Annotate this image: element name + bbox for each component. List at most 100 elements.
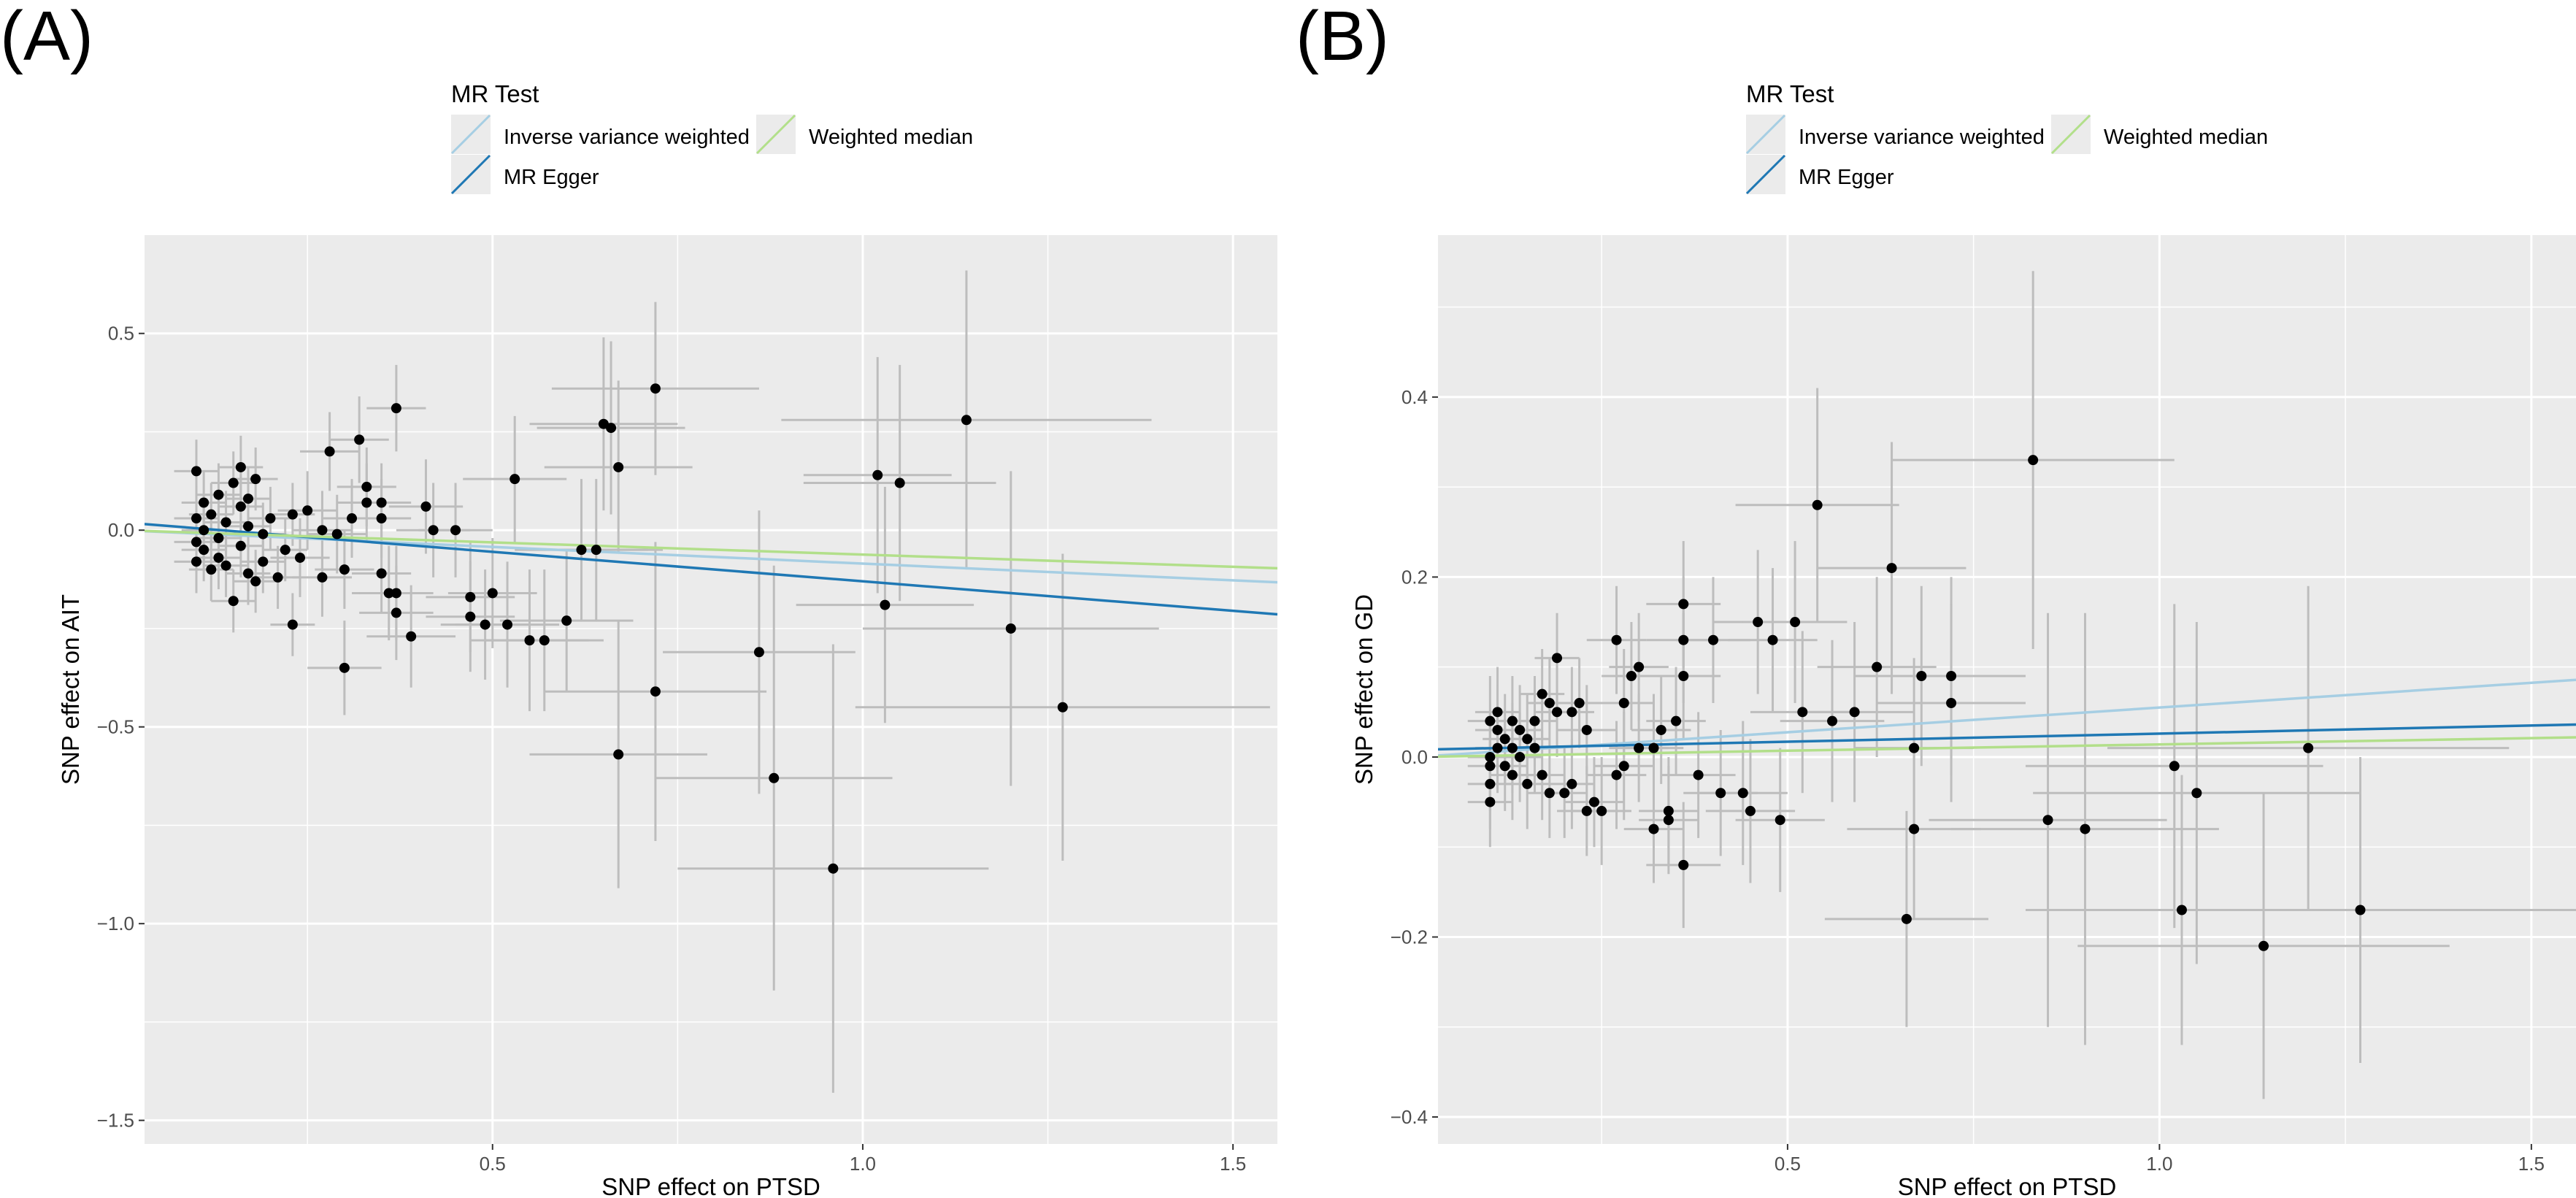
data-point: [1656, 724, 1666, 735]
data-point: [1522, 778, 1533, 789]
data-point: [272, 572, 283, 583]
data-point: [1485, 715, 1496, 726]
data-point: [2303, 742, 2314, 753]
data-point: [1537, 769, 1547, 780]
y-tick-label: −0.4: [1391, 1106, 1428, 1128]
data-point: [591, 545, 601, 556]
data-point: [1737, 788, 1748, 799]
data-point: [391, 403, 401, 414]
data-point: [302, 505, 313, 516]
legend-label-1: MR Egger: [1799, 166, 1894, 189]
y-axis-title: SNP effect on GD: [1350, 594, 1377, 785]
data-point: [1708, 634, 1719, 645]
data-point: [1634, 742, 1645, 753]
data-point: [1745, 805, 1756, 816]
data-point: [1566, 707, 1577, 718]
data-point: [1529, 715, 1540, 726]
data-point: [376, 568, 387, 579]
y-axis-title: SNP effect on AIT: [57, 594, 84, 785]
legend-label-2: Weighted median: [809, 126, 973, 149]
data-point: [561, 615, 572, 626]
plot-area: [145, 235, 1277, 1144]
data-point: [1663, 805, 1674, 816]
data-point: [465, 611, 476, 622]
chart-panel-0: (A) MR Test Inverse variance weighted MR Eg…: [0, 0, 1277, 1198]
data-point: [2191, 788, 2202, 799]
data-point: [1559, 788, 1570, 799]
data-point: [539, 635, 550, 646]
data-point: [324, 446, 335, 457]
data-point: [1678, 671, 1689, 682]
data-point: [576, 545, 587, 556]
data-point: [465, 591, 476, 602]
x-tick-label: 0.5: [1775, 1153, 1801, 1175]
data-point: [1715, 788, 1726, 799]
data-point: [1057, 702, 1068, 713]
data-point: [1618, 761, 1629, 772]
data-point: [502, 619, 513, 630]
regression-line: [145, 523, 1277, 616]
data-point: [2258, 940, 2269, 951]
plot-content: [145, 270, 1277, 1093]
legend-title: MR Test: [451, 80, 539, 107]
data-point: [769, 772, 780, 783]
legend-key-line-0: [1745, 114, 1786, 155]
x-axis-title: SNP effect on PTSD: [601, 1173, 820, 1198]
legend-key-line-1: [450, 154, 491, 195]
data-point: [1909, 742, 1920, 753]
data-point: [1529, 742, 1540, 753]
data-point: [287, 509, 298, 520]
panel-label: (B): [1296, 0, 1389, 75]
y-tick-label: 0.2: [1402, 566, 1428, 588]
data-point: [2176, 905, 2187, 915]
data-point: [1552, 653, 1563, 664]
legend-key-line-2: [2050, 114, 2091, 155]
data-point: [199, 525, 209, 536]
data-point: [961, 415, 972, 426]
data-point: [1618, 697, 1629, 708]
y-tick-label: 0.5: [108, 323, 134, 345]
data-point: [524, 635, 535, 646]
data-point: [1767, 634, 1778, 645]
data-point: [1678, 599, 1689, 610]
plot-content: [1438, 271, 2576, 1099]
data-point: [250, 474, 261, 485]
data-point: [2169, 761, 2180, 772]
data-point: [1588, 796, 1599, 807]
data-point: [235, 540, 246, 551]
x-tick-label: 1.5: [1220, 1153, 1246, 1175]
data-point: [1499, 761, 1510, 772]
data-point: [1678, 634, 1689, 645]
data-point: [361, 497, 372, 508]
data-point: [250, 576, 261, 587]
data-point: [1693, 769, 1704, 780]
data-point: [199, 497, 209, 508]
data-point: [1634, 661, 1645, 672]
legend-key-line-2: [756, 114, 796, 155]
data-point: [606, 423, 617, 434]
data-point: [206, 564, 217, 575]
data-point: [1872, 661, 1883, 672]
data-point: [1574, 697, 1585, 708]
data-point: [650, 383, 661, 394]
data-point: [487, 588, 498, 599]
data-point: [339, 564, 350, 575]
data-point: [317, 525, 328, 536]
data-point: [347, 513, 358, 524]
data-point: [1886, 563, 1897, 574]
data-point: [1515, 751, 1526, 762]
data-point: [1849, 707, 1860, 718]
data-point: [1611, 634, 1622, 645]
data-point: [1678, 859, 1689, 870]
data-point: [1507, 715, 1518, 726]
data-point: [650, 686, 661, 697]
data-point: [243, 521, 254, 531]
data-point: [228, 477, 239, 488]
data-point: [613, 749, 624, 760]
x-axis-title: SNP effect on PTSD: [1898, 1173, 2117, 1198]
data-point: [406, 631, 417, 642]
data-point: [880, 599, 891, 610]
y-tick-label: −0.2: [1391, 926, 1428, 948]
data-point: [1566, 778, 1577, 789]
data-point: [1909, 823, 1920, 834]
